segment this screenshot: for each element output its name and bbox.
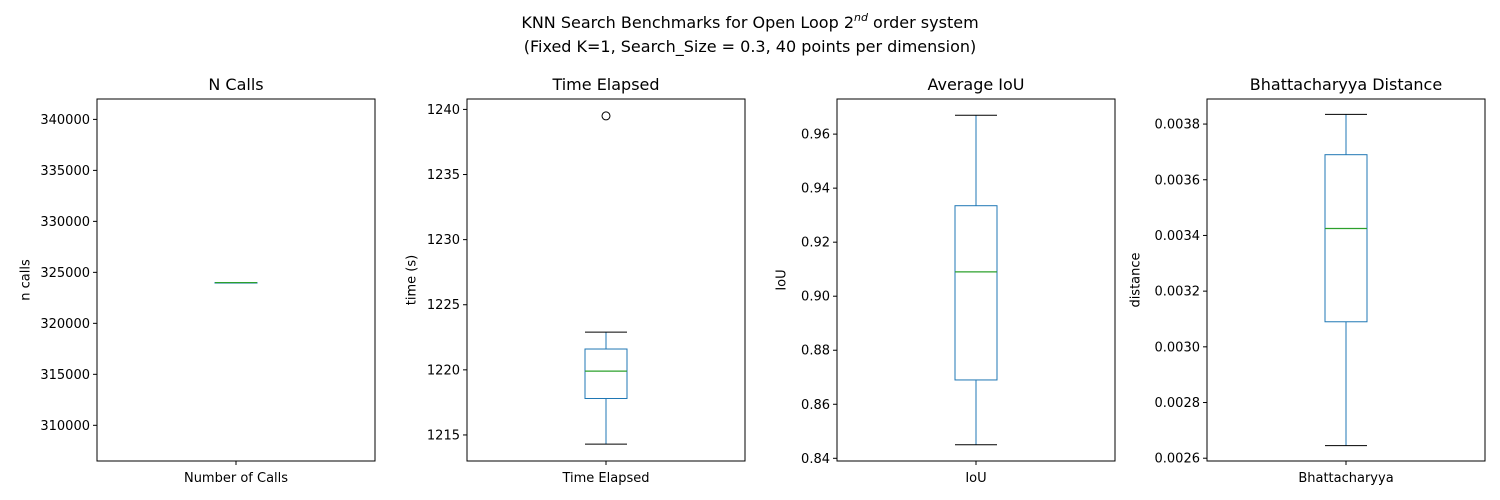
y-tick-label: 1235 — [427, 168, 460, 183]
y-tick-label: 1230 — [427, 233, 460, 248]
y-tick-label: 0.96 — [801, 128, 830, 143]
y-tick-label: 0.84 — [801, 452, 830, 467]
y-tick-label: 0.0028 — [1155, 396, 1201, 411]
figure-title-line2: (Fixed K=1, Search_Size = 0.3, 40 points… — [524, 37, 977, 57]
y-tick-label: 0.0026 — [1155, 452, 1201, 467]
iqr-box — [1324, 154, 1368, 323]
iqr-box — [954, 205, 998, 381]
y-tick-label: 330000 — [40, 215, 90, 230]
y-tick-label: 340000 — [40, 113, 90, 128]
y-tick-label: 0.90 — [801, 290, 830, 305]
iqr-box — [584, 348, 628, 399]
y-tick-label: 335000 — [40, 164, 90, 179]
subplot-3: Average IoU 0.84 0.86 0.88 0.90 0.92 0.94 0.96 I… — [775, 75, 1116, 486]
y-axis-label: distance — [1128, 252, 1143, 307]
y-tick-label: 325000 — [40, 266, 90, 281]
y-tick-label: 0.88 — [801, 344, 830, 359]
figure-title-superscript: nd — [854, 11, 869, 24]
x-category-label: Bhattacharyya — [1298, 471, 1393, 486]
outlier-point — [601, 111, 611, 121]
axes-frame — [96, 98, 376, 462]
y-tick-label: 1240 — [427, 103, 460, 118]
y-tick-label: 1225 — [427, 298, 460, 313]
subplot-title: Bhattacharyya Distance — [1250, 75, 1442, 94]
subplot-4: Bhattacharyya Distance 0.0026 0.0028 0.0030… — [1128, 75, 1486, 486]
y-tick-label: 0.0030 — [1155, 340, 1201, 355]
y-tick-label: 1220 — [427, 363, 460, 378]
y-tick-label: 320000 — [40, 317, 90, 332]
subplot-title: N Calls — [208, 75, 263, 94]
x-category-label: IoU — [965, 471, 986, 486]
subplot-1: N Calls 310000 315000 320000 325000 330000 335… — [18, 75, 376, 486]
figure-title-prefix: KNN Search Benchmarks for Open Loop 2 — [521, 13, 854, 32]
y-axis-label: time (s) — [405, 255, 420, 305]
y-tick-label: 310000 — [40, 419, 90, 434]
subplots: N Calls 310000 315000 320000 325000 330000 335… — [18, 75, 1486, 486]
y-tick-label: 0.0032 — [1155, 285, 1201, 300]
y-tick-label: 0.0036 — [1155, 173, 1201, 188]
subplot-title: Time Elapsed — [551, 75, 659, 94]
figure-title-suffix: order system — [868, 13, 979, 32]
y-tick-label: 0.86 — [801, 398, 830, 413]
figure-title-line1: KNN Search Benchmarks for Open Loop 2nd … — [521, 11, 978, 32]
subplot-title: Average IoU — [927, 75, 1024, 94]
x-category-label: Number of Calls — [184, 471, 288, 486]
y-tick-label: 1215 — [427, 428, 460, 443]
y-tick-label: 0.94 — [801, 182, 830, 197]
y-tick-label: 0.0034 — [1155, 229, 1201, 244]
y-axis-label: n calls — [18, 259, 33, 301]
y-tick-label: 0.92 — [801, 236, 830, 251]
y-axis-label: IoU — [775, 269, 790, 290]
subplot-2: Time Elapsed 1215 1220 1225 1230 1235 1240 Time… — [405, 75, 746, 486]
y-tick-label: 315000 — [40, 368, 90, 383]
y-tick-label: 0.0038 — [1155, 118, 1201, 133]
x-category-label: Time Elapsed — [561, 471, 649, 486]
